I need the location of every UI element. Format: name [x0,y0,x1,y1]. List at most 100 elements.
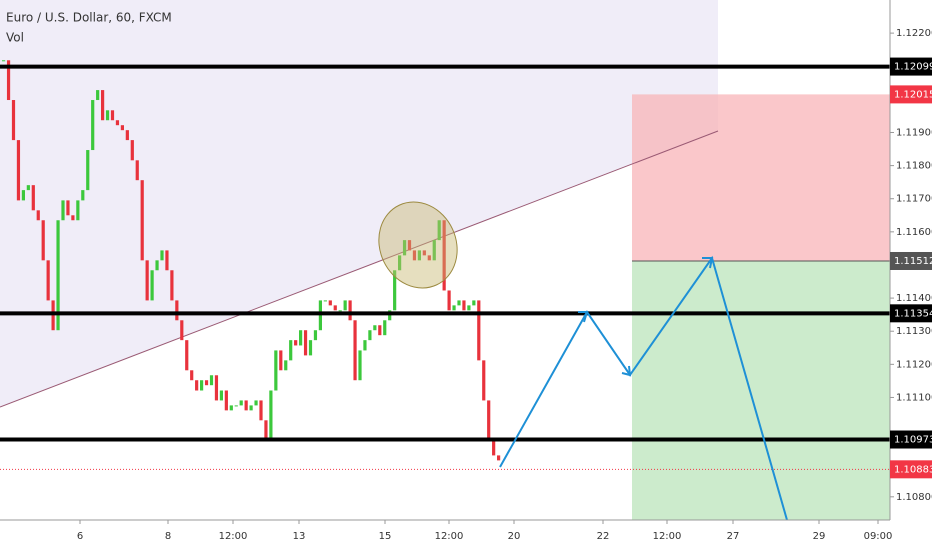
candle [185,340,189,371]
x-tick-label: 09:00 [864,531,893,542]
volume-label: Vol [6,31,24,45]
candle [249,405,253,411]
candle [437,220,441,241]
candle [393,270,397,311]
x-tick-label: 8 [165,531,171,542]
candle [477,300,481,361]
time-axis-bg [0,520,932,550]
candle [46,260,50,301]
candle [363,340,367,351]
candle [66,200,70,216]
y-tick-label: 1.12200 [896,28,932,39]
candle [348,300,352,321]
candle [264,420,268,441]
candle [284,360,288,371]
candle [155,260,159,271]
candle [71,215,75,221]
candle [412,250,417,261]
candle [383,320,387,336]
x-tick-label: 12:00 [219,531,248,542]
candle [452,305,456,311]
x-tick-label: 27 [727,531,740,542]
candle [487,400,491,441]
candle [195,380,199,391]
candle [398,255,402,271]
candle [2,60,6,62]
y-tick-label: 1.11700 [896,194,932,205]
candle [442,220,446,291]
candle [313,330,318,341]
candle [427,255,431,261]
stop-zone [632,94,890,261]
arrow-head [578,311,589,323]
candle [61,200,65,221]
candle [373,325,377,331]
level-tag [890,85,932,104]
candle [492,440,496,456]
candle [482,360,486,401]
candle [378,325,382,336]
candle [130,140,134,161]
candle [279,350,283,371]
target-zone [632,260,890,520]
level-tag [890,430,932,449]
candle [110,110,115,121]
candle [165,250,169,271]
level-tag [890,460,932,479]
x-tick-label: 22 [597,531,610,542]
candle [76,200,80,221]
level-tag [890,57,932,76]
candle [234,405,238,407]
candle [368,330,372,341]
x-tick-label: 29 [813,531,826,542]
candle [140,180,144,261]
candle [303,330,308,356]
candle [160,250,164,261]
candle [323,300,327,302]
x-tick-label: 20 [508,531,521,542]
arrow-head [621,365,632,377]
candle [353,320,357,381]
level-label: 1.11512 [894,256,932,267]
candle [467,305,471,311]
candle [209,375,214,386]
candle [204,380,209,386]
y-tick-label: 1.11400 [896,293,932,304]
candle [56,220,60,331]
range-shade [0,0,718,407]
candle [299,330,303,346]
y-tick-label: 1.11100 [896,392,932,403]
candle [180,320,184,341]
chart-title: Euro / U.S. Dollar, 60, FXCM [6,11,172,25]
candle [214,375,219,401]
candle [26,185,30,191]
candle [308,340,313,356]
candle [125,130,129,141]
candle [432,240,436,261]
candle [457,300,461,306]
candle [135,160,139,181]
candle [86,150,90,191]
y-tick-label: 1.11300 [896,326,932,337]
candle [175,300,179,321]
candle [21,190,25,201]
candle [120,125,124,131]
level-label: 1.11354 [894,308,932,319]
candle [41,220,45,261]
candle [101,90,105,121]
candle [145,260,149,301]
y-tick-label: 1.11900 [896,127,932,138]
candle [407,240,412,251]
candle [91,100,95,151]
candle [274,350,278,391]
candle [190,370,194,381]
level-tag [890,251,932,270]
candle [422,250,426,256]
candle [294,340,298,346]
y-tick-label: 1.10800 [896,492,932,503]
level-label: 1.12099 [894,62,932,73]
level-label: 1.10883 [894,464,932,475]
candle [259,400,263,421]
y-tick-label: 1.11600 [896,227,932,238]
candle [338,310,342,312]
